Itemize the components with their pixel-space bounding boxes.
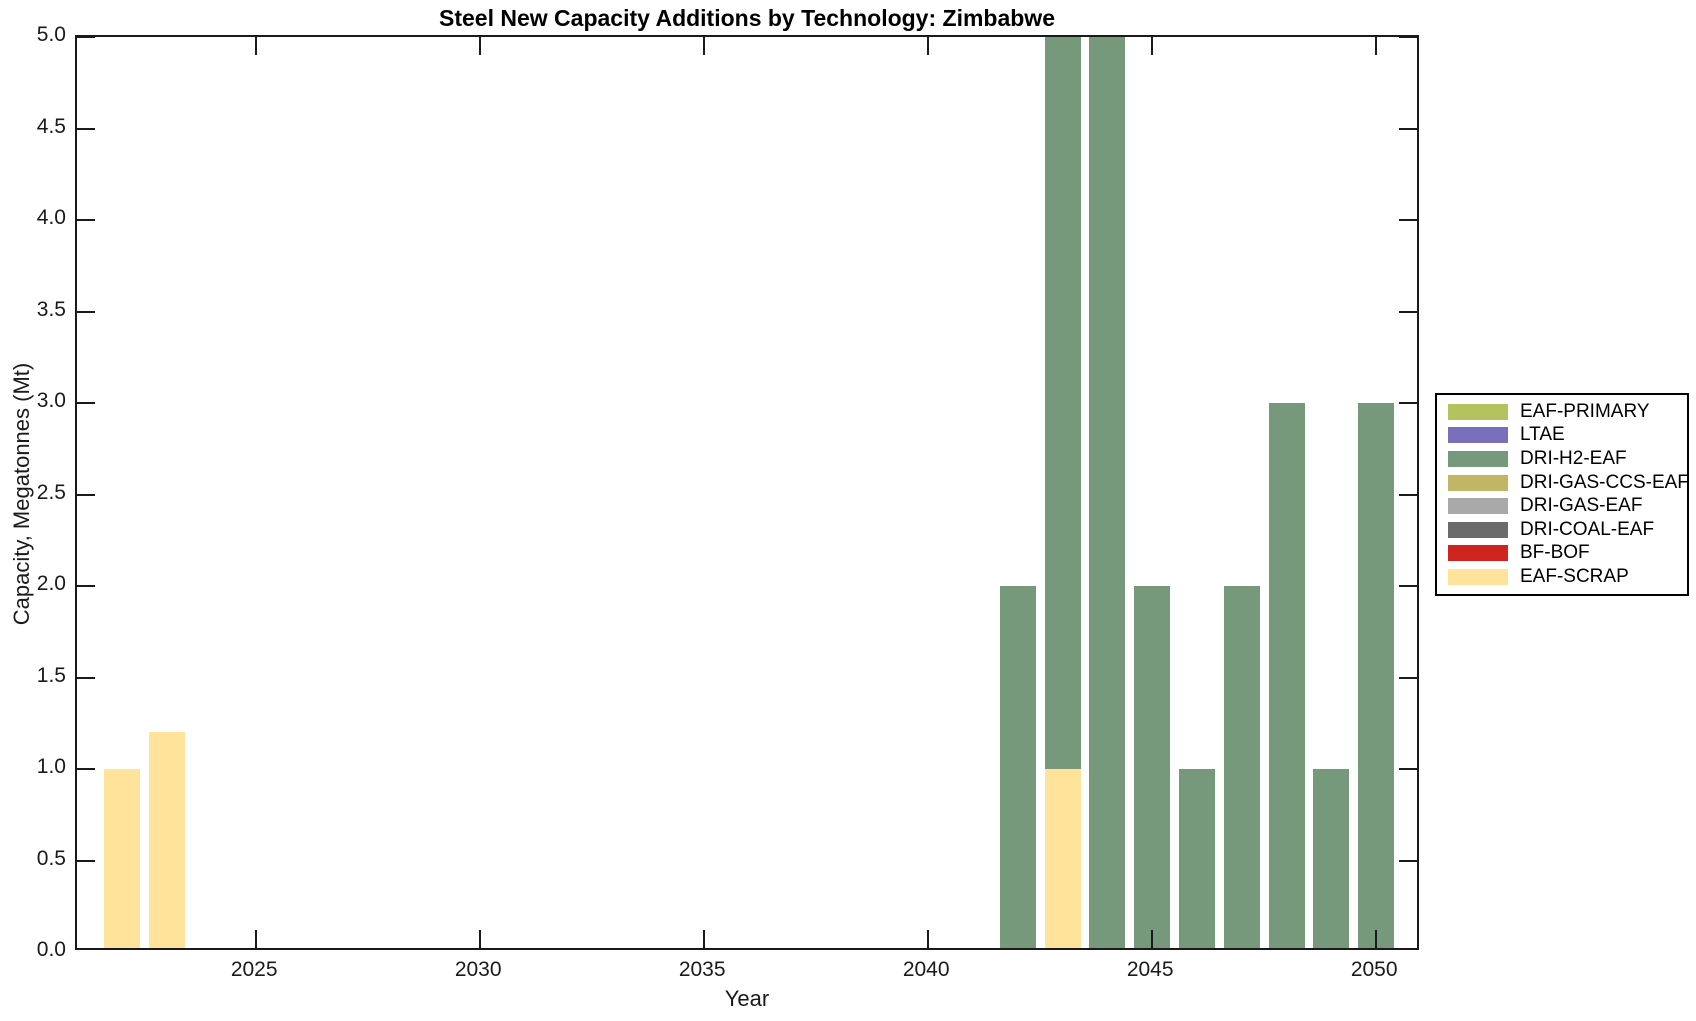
y-tick-mark bbox=[1399, 859, 1417, 862]
legend-swatch bbox=[1448, 450, 1508, 467]
x-tick-label: 2025 bbox=[230, 958, 278, 981]
y-tick-mark bbox=[77, 768, 95, 770]
legend-label: DRI-GAS-EAF bbox=[1520, 495, 1643, 517]
bar-segment-dri-h2-eaf-2050 bbox=[1358, 403, 1395, 948]
x-tick-mark bbox=[479, 37, 482, 55]
bar-segment-dri-h2-eaf-2047 bbox=[1223, 586, 1260, 948]
y-tick-mark bbox=[1399, 219, 1417, 221]
y-tick-label: 5.0 bbox=[36, 23, 66, 46]
x-axis-label: Year bbox=[724, 986, 770, 1011]
y-tick-mark bbox=[77, 402, 95, 404]
bar-segment-dri-h2-eaf-2044 bbox=[1089, 37, 1126, 948]
y-tick-mark bbox=[77, 859, 95, 862]
y-tick-mark bbox=[1399, 493, 1417, 496]
x-tick-mark bbox=[479, 930, 482, 948]
x-tick-mark bbox=[1375, 37, 1378, 55]
bar-segment-eaf-scrap-2022 bbox=[103, 769, 140, 948]
legend-label: EAF-SCRAP bbox=[1520, 565, 1629, 587]
y-tick-label: 0.5 bbox=[36, 846, 66, 870]
y-tick-label: 3.0 bbox=[36, 389, 66, 412]
y-tick-mark bbox=[1399, 768, 1417, 770]
legend-swatch bbox=[1448, 427, 1508, 444]
x-tick-label: 2040 bbox=[902, 958, 950, 981]
legend-item: DRI-H2-EAF bbox=[1448, 447, 1679, 471]
legend-item: DRI-GAS-CCS-EAF bbox=[1448, 471, 1689, 495]
legend-swatch bbox=[1448, 403, 1508, 420]
x-tick-mark bbox=[703, 37, 706, 55]
y-tick-label: 3.5 bbox=[36, 297, 66, 321]
y-tick-label: 1.5 bbox=[36, 663, 66, 687]
legend-label: DRI-GAS-CCS-EAF bbox=[1520, 471, 1689, 493]
legend-item: DRI-COAL-EAF bbox=[1448, 518, 1679, 542]
legend-swatch bbox=[1448, 545, 1508, 562]
bar-segment-dri-h2-eaf-2048 bbox=[1268, 403, 1305, 948]
legend: EAF-PRIMARY LTAE DRI-H2-EAF DRI-GAS-CCS-EAF… bbox=[1435, 393, 1689, 596]
y-tick-mark bbox=[77, 310, 95, 313]
legend-label: LTAE bbox=[1520, 424, 1565, 446]
y-tick-mark bbox=[77, 127, 95, 130]
y-tick-label: 0.0 bbox=[36, 938, 66, 961]
bar-segment-dri-h2-eaf-2042 bbox=[999, 586, 1036, 948]
legend-label: DRI-H2-EAF bbox=[1520, 447, 1627, 469]
legend-swatch bbox=[1448, 474, 1508, 491]
y-tick-mark bbox=[77, 493, 95, 496]
chart-title: Steel New Capacity Additions by Technolo… bbox=[439, 5, 1055, 31]
legend-item: EAF-PRIMARY bbox=[1448, 400, 1679, 424]
y-tick-mark bbox=[77, 585, 95, 587]
x-tick-mark bbox=[255, 37, 258, 55]
x-tick-mark bbox=[927, 37, 930, 55]
bar-segment-dri-h2-eaf-2043 bbox=[1044, 37, 1081, 769]
y-tick-mark bbox=[1399, 127, 1417, 130]
bar-segment-dri-h2-eaf-2045 bbox=[1134, 586, 1171, 948]
x-tick-label: 2050 bbox=[1350, 958, 1398, 981]
bar-segment-dri-h2-eaf-2046 bbox=[1179, 769, 1215, 948]
x-tick-label: 2045 bbox=[1126, 958, 1174, 981]
legend-label: BF-BOF bbox=[1520, 542, 1590, 564]
x-tick-mark bbox=[1151, 37, 1154, 55]
plot-area bbox=[75, 35, 1419, 950]
y-tick-mark bbox=[77, 37, 95, 38]
y-tick-mark bbox=[77, 219, 95, 221]
legend-item: EAF-SCRAP bbox=[1448, 565, 1679, 589]
y-tick-label: 4.0 bbox=[36, 206, 66, 229]
y-tick-mark bbox=[1399, 37, 1417, 38]
x-tick-mark bbox=[1375, 930, 1378, 948]
y-tick-label: 4.5 bbox=[36, 114, 66, 138]
x-tick-mark bbox=[255, 930, 258, 948]
legend-item: BF-BOF bbox=[1448, 542, 1679, 566]
y-tick-mark bbox=[1399, 310, 1417, 313]
y-tick-label: 1.0 bbox=[36, 755, 66, 778]
legend-label: EAF-PRIMARY bbox=[1520, 400, 1650, 422]
x-tick-mark bbox=[927, 930, 930, 948]
legend-swatch bbox=[1448, 521, 1508, 538]
y-tick-mark bbox=[1399, 585, 1417, 587]
x-tick-label: 2035 bbox=[678, 958, 726, 981]
bar-segment-eaf-scrap-2043 bbox=[1044, 769, 1081, 948]
x-tick-mark bbox=[703, 930, 706, 948]
x-tick-mark bbox=[1151, 930, 1154, 948]
legend-item: DRI-GAS-EAF bbox=[1448, 494, 1679, 518]
bar-segment-eaf-scrap-2023 bbox=[148, 732, 185, 948]
legend-swatch bbox=[1448, 568, 1508, 585]
y-tick-mark bbox=[1399, 402, 1417, 404]
y-tick-mark bbox=[77, 676, 95, 679]
legend-label: DRI-COAL-EAF bbox=[1520, 518, 1655, 540]
y-tick-mark bbox=[1399, 676, 1417, 679]
y-tick-label: 2.5 bbox=[36, 480, 66, 504]
bar-segment-dri-h2-eaf-2049 bbox=[1313, 769, 1350, 948]
legend-swatch bbox=[1448, 498, 1508, 515]
y-tick-label: 2.0 bbox=[36, 572, 66, 595]
x-tick-label: 2030 bbox=[454, 958, 502, 981]
legend-item: LTAE bbox=[1448, 424, 1679, 448]
